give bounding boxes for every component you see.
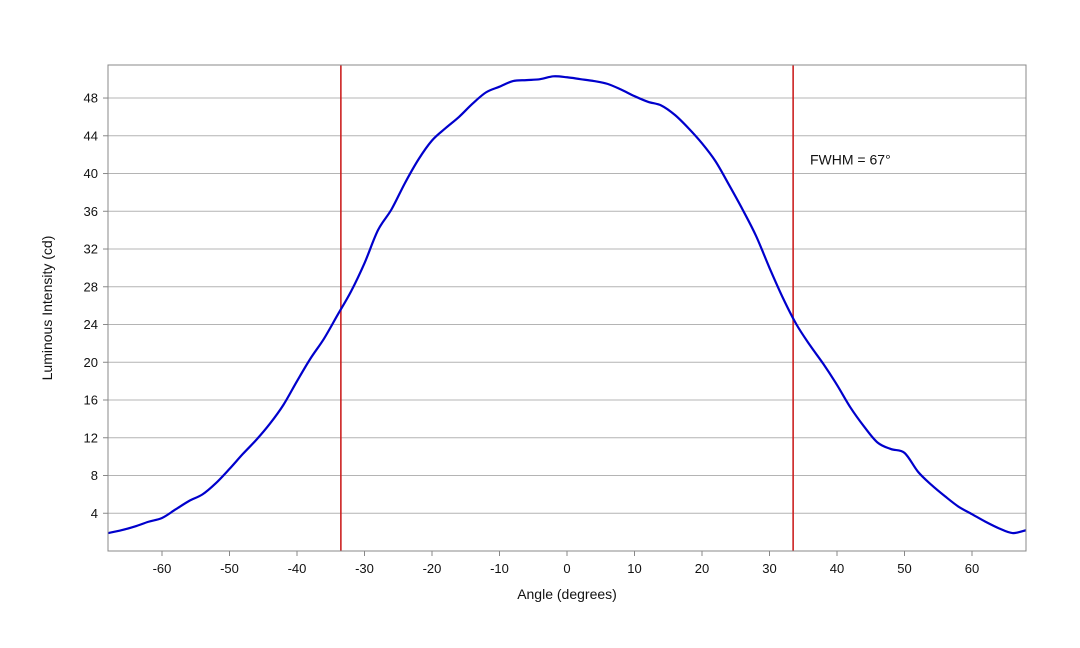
x-tick-label: -60 [153, 561, 172, 576]
plot-area [108, 65, 1026, 551]
series-line [107, 75, 1027, 535]
x-tick-label: -30 [355, 561, 374, 576]
x-axis-ticks: -60 -50 -40 -30 -20 -10 0 10 20 30 40 50 60 [153, 551, 979, 576]
y-axis-title: Luminous Intensity (cd) [39, 236, 55, 381]
x-tick-label: 40 [830, 561, 844, 576]
y-tick-label: 44 [84, 128, 98, 143]
x-tick-label: -50 [220, 561, 239, 576]
fwhm-annotation: FWHM = 67° [810, 151, 891, 167]
y-tick-label: 12 [84, 430, 98, 445]
y-tick-label: 28 [84, 279, 98, 294]
y-tick-label: 48 [84, 91, 98, 106]
y-tick-label: 20 [84, 355, 98, 370]
grid-lines [108, 97, 1026, 514]
y-tick-label: 36 [84, 204, 98, 219]
y-tick-label: 24 [84, 317, 98, 332]
x-tick-label: 10 [627, 561, 641, 576]
y-tick-label: 40 [84, 166, 98, 181]
series-layer [107, 75, 1027, 535]
y-tick-label: 16 [84, 393, 98, 408]
x-tick-label: 30 [762, 561, 776, 576]
x-tick-label: 0 [563, 561, 570, 576]
x-tick-label: -10 [490, 561, 509, 576]
y-tick-label: 32 [84, 242, 98, 257]
x-tick-label: -40 [288, 561, 307, 576]
annotations: FWHM = 67° [810, 151, 891, 167]
x-axis-title: Angle (degrees) [517, 586, 617, 602]
y-tick-label: 8 [91, 468, 98, 483]
x-tick-label: 20 [695, 561, 709, 576]
x-tick-label: 50 [897, 561, 911, 576]
y-tick-label: 4 [91, 506, 98, 521]
x-tick-label: 60 [965, 561, 979, 576]
x-tick-label: -20 [423, 561, 442, 576]
